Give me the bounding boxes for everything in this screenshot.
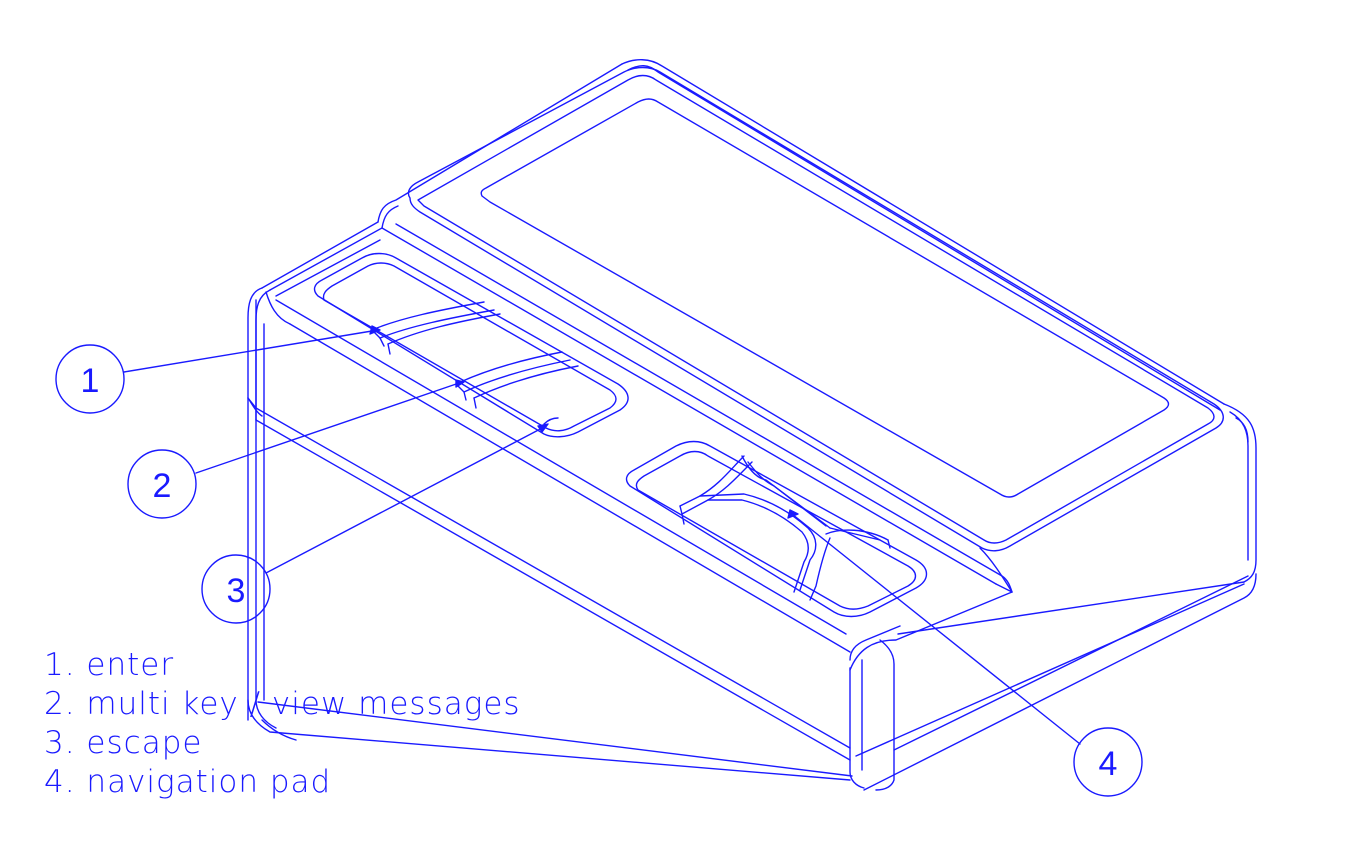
navigation-pad[interactable] [625, 440, 928, 618]
callout-1: 1 [55, 344, 125, 414]
callout-3: 3 [201, 554, 271, 624]
callout-2-label: 2 [153, 467, 172, 505]
callout-1-label: 1 [81, 362, 100, 400]
legend-item-multi-key: 2. multi key / view messages [44, 686, 521, 722]
enter-button[interactable] [371, 301, 485, 331]
escape-button[interactable] [543, 417, 559, 425]
callout-4-label: 4 [1099, 745, 1118, 783]
left-button-group [313, 252, 629, 438]
legend-item-escape: 3. escape [44, 725, 203, 761]
legend-item-enter: 1. enter [44, 647, 175, 683]
device-body [247, 59, 1257, 791]
legend-item-navigation-pad: 4. navigation pad [44, 764, 332, 800]
multi-key-button[interactable] [455, 351, 563, 385]
callout-4: 4 [1073, 727, 1143, 797]
leader-lines [123, 325, 1081, 745]
callout-3-label: 3 [227, 572, 246, 610]
legend: 1. enter 2. multi key / view messages 3.… [44, 646, 521, 802]
callout-2: 2 [127, 449, 197, 519]
